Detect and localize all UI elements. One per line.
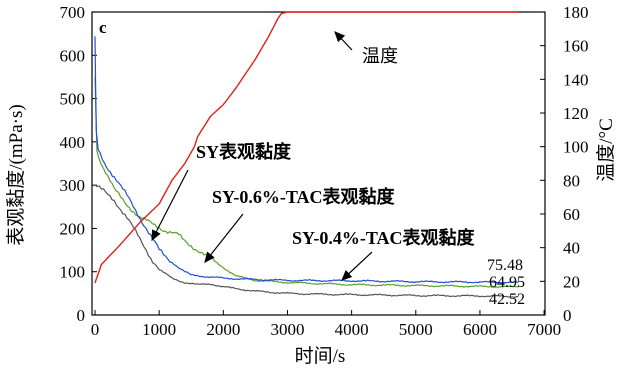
y-right-tick-label: 140 [563,70,589,89]
series-line-2 [94,36,519,284]
y-right-tick-label: 0 [563,306,572,325]
y-right-tick-label: 160 [563,37,589,56]
annotation-arrow-0 [334,31,353,51]
series-line-3 [94,11,519,284]
x-tick-label: 6000 [463,320,497,339]
annotation-label-1: SY表观黏度 [196,141,292,162]
y-left-tick-label: 600 [60,46,86,65]
y-left-tick-label: 100 [60,263,86,282]
series-lines [94,11,519,298]
annotation-arrow-1 [151,169,189,242]
annotations: 温度 SY表观黏度 SY-0.6%-TAC表观黏度 SY-0.4%-TAC表观黏度 75… [151,31,525,308]
x-tick-label: 4000 [335,320,369,339]
x-tick-label: 1000 [142,320,176,339]
end-value-label-0: 75.48 [487,257,523,274]
y-right-tick-label: 120 [563,104,589,123]
y-right-tick-label: 180 [563,3,589,22]
annotation-label-0: 温度 [362,46,398,66]
y-left-tick-label: 400 [60,133,86,152]
y-right-tick-label: 60 [563,205,580,224]
y-right-tick-label: 100 [563,138,589,157]
axes: 0 1000 2000 3000 4000 5000 6000 700001002003004… [60,3,589,339]
annotation-arrow-3 [341,251,373,281]
x-tick-label: 5000 [399,320,433,339]
x-tick-label: 3000 [270,320,304,339]
y-left-tick-label: 200 [60,219,86,238]
annotation-label-2: SY-0.6%-TAC表观黏度 [212,186,396,207]
y-left-tick-label: 0 [77,306,86,325]
x-tick-label: 7000 [527,320,561,339]
series-line-0 [94,184,519,298]
end-value-label-1: 64.95 [489,274,525,291]
panel-label: c [99,18,107,37]
y-right-tick-label: 20 [563,272,580,291]
series-line-1 [94,76,519,288]
annotation-label-3: SY-0.4%-TAC表观黏度 [292,227,476,248]
y-left-tick-label: 500 [60,90,86,109]
y-right-axis-title: 温度/°C [595,118,617,182]
end-value-label-2: 42.52 [489,291,525,308]
y-right-tick-label: 40 [563,239,580,258]
annotation-arrow-2 [204,213,244,263]
y-left-tick-label: 300 [60,176,86,195]
y-right-tick-label: 80 [563,171,580,190]
x-axis-title: 时间/s [295,345,346,367]
x-tick-label: 0 [91,320,100,339]
y-left-axis-title: 表观黏度/(mPa·s) [5,104,27,245]
x-tick-label: 2000 [206,320,240,339]
y-left-tick-label: 700 [60,3,86,22]
